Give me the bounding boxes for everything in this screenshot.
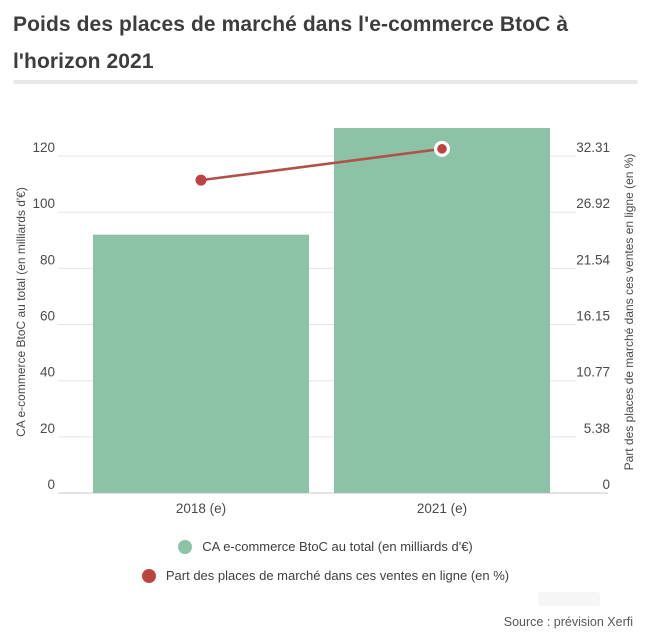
- right-axis-title: Part des places de marché dans ces vente…: [622, 154, 636, 471]
- legend-item-ca-ecommerce[interactable]: CA e-commerce BtoC au total (en milliard…: [178, 539, 473, 554]
- bar-2021 (e)[interactable]: [334, 128, 550, 493]
- title-divider: [13, 80, 638, 84]
- legend-item-part-marketplaces[interactable]: Part des places de marché dans ces vente…: [141, 568, 510, 583]
- bar-2018 (e)[interactable]: [93, 234, 309, 493]
- left-axis-tick-label: 100: [32, 196, 55, 211]
- right-axis-tick-label: 21.54: [576, 252, 610, 267]
- left-axis-tick-label: 80: [40, 252, 55, 267]
- left-axis-tick-label: 0: [47, 477, 55, 492]
- right-axis-tick-label: 10.77: [576, 365, 610, 380]
- left-axis-tick-label: 40: [40, 365, 55, 380]
- line-series: [200, 147, 443, 182]
- left-axis-title: CA e-commerce BtoC au total (en milliard…: [14, 187, 28, 437]
- right-axis-tick-label: 5.38: [584, 421, 610, 436]
- x-axis-label: 2018 (e): [176, 501, 226, 516]
- chart-title: Poids des places de marché dans l'e-comm…: [13, 13, 569, 73]
- left-axis-tick-label: 60: [40, 309, 55, 324]
- legend-marker-circle-red: [141, 568, 156, 583]
- left-axis-tick-label: 20: [40, 421, 55, 436]
- right-axis-tick-label: 16.15: [576, 309, 610, 324]
- right-axis-tick-label: 0: [602, 477, 610, 492]
- left-axis-tick-label: 120: [32, 140, 55, 155]
- legend-label-part-marketplaces: Part des places de marché dans ces vente…: [165, 568, 510, 583]
- legend-label-ca-ecommerce: CA e-commerce BtoC au total (en milliard…: [202, 539, 473, 554]
- legend-marker-circle-green: [178, 539, 193, 554]
- chart-legend: CA e-commerce BtoC au total (en milliard…: [0, 539, 651, 583]
- data-point[interactable]: [437, 144, 447, 154]
- right-axis-tick-label: 26.92: [576, 196, 610, 211]
- data-point[interactable]: [195, 174, 207, 186]
- source-note: Source : prévision Xerfi: [503, 615, 633, 629]
- faint-watermark: [538, 592, 600, 606]
- right-axis-tick-label: 32.31: [576, 140, 610, 155]
- x-axis-label: 2021 (e): [417, 501, 467, 516]
